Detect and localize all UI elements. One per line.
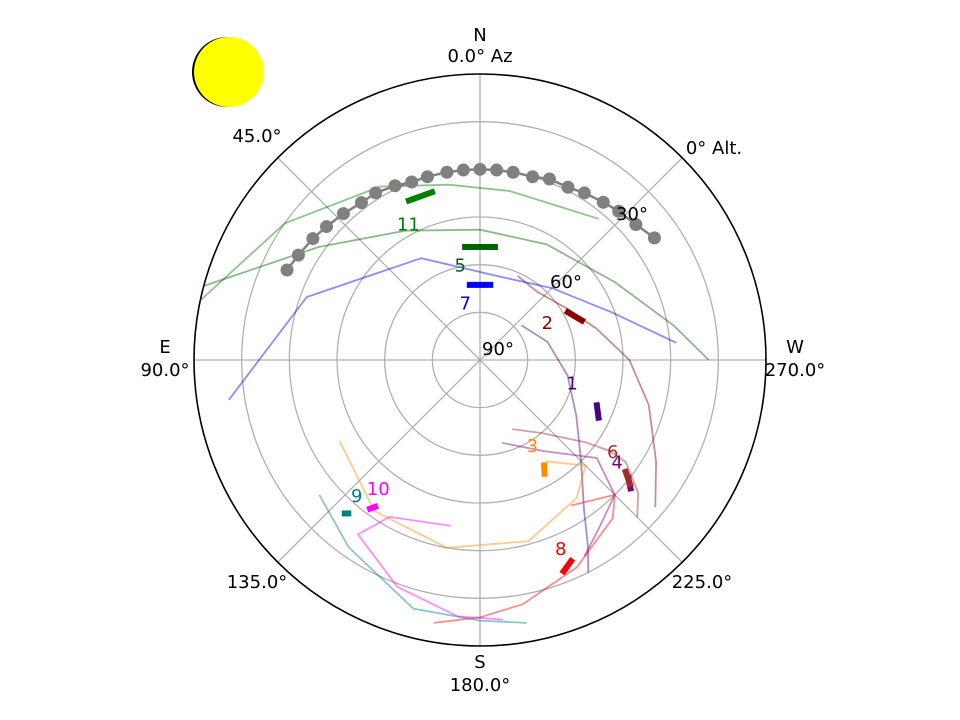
moon-point-9 xyxy=(490,164,503,177)
series-label-11: 11 xyxy=(397,214,420,235)
moon-point-6 xyxy=(543,173,556,186)
north-azimuth-label: 0.0° Az xyxy=(447,46,512,67)
series-label-9: 9 xyxy=(351,486,362,507)
north-label: N xyxy=(473,25,486,46)
track-2 xyxy=(518,276,657,507)
series-label-1: 1 xyxy=(566,374,577,395)
azimuth-spoke-135 xyxy=(278,360,480,562)
moon-point-14 xyxy=(405,175,418,188)
moon-point-19 xyxy=(320,220,333,233)
object-tracks xyxy=(200,185,709,623)
moon-point-3 xyxy=(597,196,610,209)
series-label-2: 2 xyxy=(542,313,553,334)
moon-point-11 xyxy=(457,164,470,177)
series-label-3: 3 xyxy=(527,436,538,457)
moon-point-22 xyxy=(281,264,294,277)
altitude-label-0: 0° Alt. xyxy=(686,138,742,159)
west-azimuth-label: 270.0° xyxy=(765,360,826,381)
altitude-label-60: 60° xyxy=(550,272,582,293)
moon-point-21 xyxy=(292,249,305,262)
series-label-7: 7 xyxy=(459,294,470,315)
east-label: E xyxy=(159,337,170,358)
moon-point-18 xyxy=(337,207,350,220)
azimuth-label-225: 225.0° xyxy=(672,572,733,593)
series-label-8: 8 xyxy=(555,539,566,560)
south-azimuth-label: 180.0° xyxy=(450,675,511,696)
east-azimuth-label: 90.0° xyxy=(140,360,189,381)
series-label-6: 6 xyxy=(607,442,618,463)
position-arc-3 xyxy=(544,462,545,476)
west-label: W xyxy=(786,337,804,358)
series-label-10: 10 xyxy=(367,479,390,500)
moon-point-15 xyxy=(389,179,402,192)
sun-icon xyxy=(192,37,264,107)
track-5 xyxy=(204,230,709,360)
moon-point-13 xyxy=(421,170,434,183)
position-arc-2 xyxy=(565,311,584,322)
moon-point-16 xyxy=(369,186,382,199)
azimuth-label-135: 135.0° xyxy=(227,572,288,593)
polar-grid xyxy=(194,74,766,646)
track-10 xyxy=(358,517,503,620)
south-label: S xyxy=(474,652,485,673)
moon-point-17 xyxy=(355,196,368,209)
moon-point-7 xyxy=(526,170,539,183)
position-arc-10 xyxy=(367,506,378,510)
position-arc-1 xyxy=(597,402,599,420)
moon-point-10 xyxy=(474,163,487,176)
moon-track xyxy=(281,163,661,277)
moon-point-20 xyxy=(306,232,319,245)
altitude-label-30: 30° xyxy=(616,204,648,225)
moon-point-0 xyxy=(648,231,661,244)
series-label-5: 5 xyxy=(454,256,465,277)
moon-point-5 xyxy=(562,181,575,194)
altitude-label-90: 90° xyxy=(482,339,514,360)
moon-point-12 xyxy=(440,166,453,179)
moon-point-8 xyxy=(507,166,520,179)
position-arc-11 xyxy=(406,191,435,201)
moon-point-4 xyxy=(578,186,591,199)
azimuth-label-45: 45.0° xyxy=(232,126,281,147)
